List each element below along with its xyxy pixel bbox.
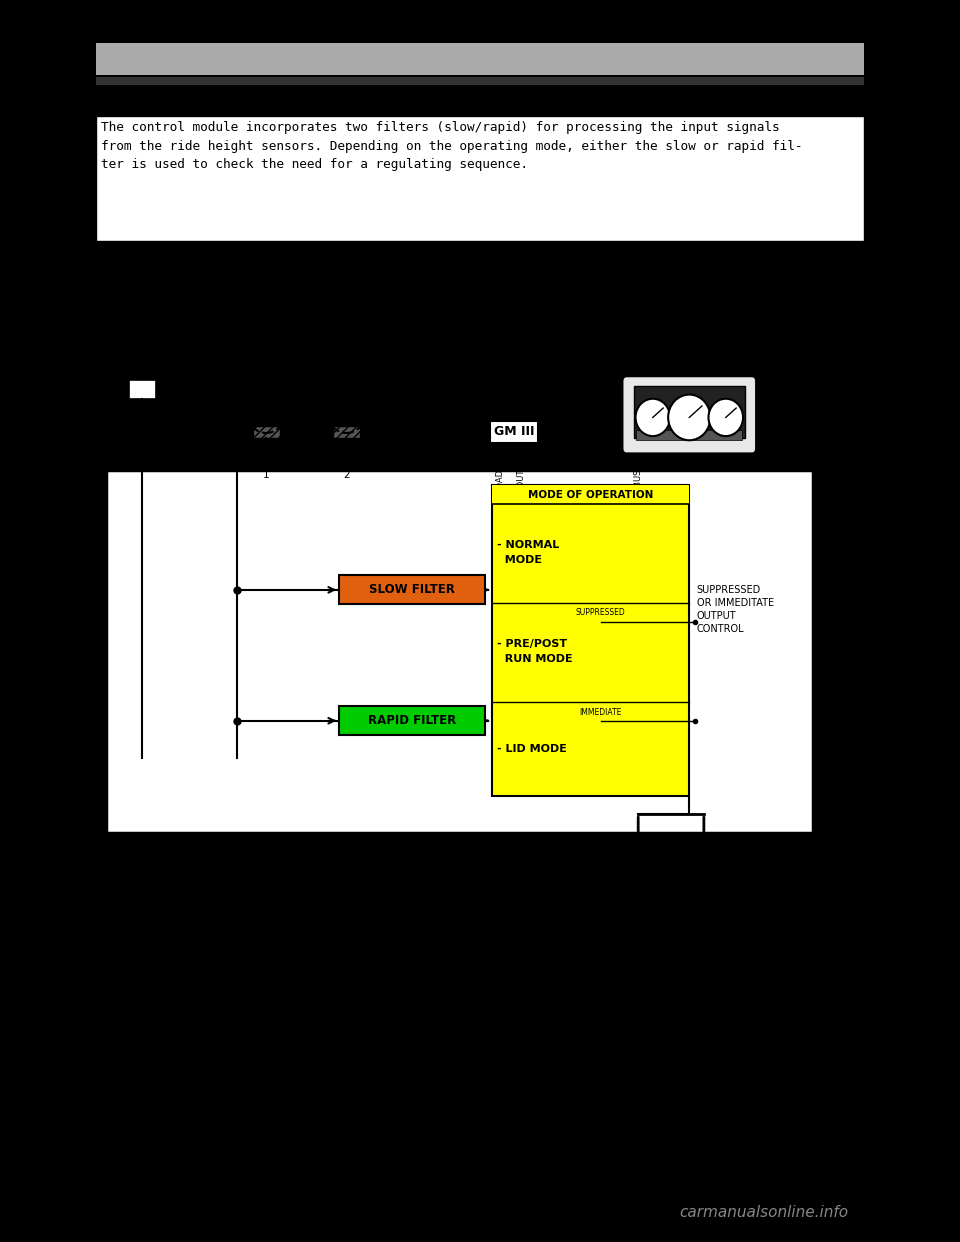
Text: SUPPRESSED: SUPPRESSED [576, 609, 626, 617]
Text: SLOW FILTER: SLOW FILTER [369, 584, 455, 596]
Text: RAPID FILTER: RAPID FILTER [368, 714, 456, 728]
Bar [96, 77, 864, 84]
Text: MODE OF OPERATION: MODE OF OPERATION [528, 489, 654, 499]
Bar [129, 380, 156, 399]
Bar [492, 486, 689, 504]
Bar [492, 486, 689, 796]
Text: 15: 15 [645, 462, 660, 472]
Text: 10: 10 [507, 462, 521, 472]
Text: K BUS: K BUS [634, 469, 642, 494]
Text: carmanualsonline.info: carmanualsonline.info [680, 1205, 849, 1220]
Text: 1: 1 [263, 471, 270, 481]
Bar [491, 421, 539, 443]
Bar [634, 386, 745, 438]
Text: 16: 16 [96, 1165, 117, 1180]
Bar [339, 575, 485, 605]
Text: - LID MODE: - LID MODE [497, 744, 567, 754]
Bar [106, 471, 813, 833]
Text: KL 30: KL 30 [127, 366, 157, 376]
Bar [96, 43, 864, 75]
Text: 22: 22 [135, 412, 149, 422]
Text: SIGNALS: SIGNALS [273, 437, 333, 451]
Bar [636, 430, 742, 440]
Text: CUT OUT: CUT OUT [517, 469, 526, 507]
Text: Level Control Systems: Level Control Systems [96, 1177, 212, 1187]
Bar [333, 426, 360, 438]
Text: - PRE/POST: - PRE/POST [497, 640, 567, 650]
Text: The rapid filter is used during the pre-run and tailgate (LID) modes to ensure t: The rapid filter is used during the pre-… [101, 324, 803, 355]
Text: MODE: MODE [497, 555, 542, 565]
Text: The control module incorporates two filters (slow/rapid) for processing the inpu: The control module incorporates two filt… [101, 122, 803, 171]
Bar [96, 117, 864, 241]
Text: IMMEDIATE: IMMEDIATE [580, 708, 622, 717]
Text: 6: 6 [182, 412, 189, 422]
Text: KL31: KL31 [172, 366, 200, 376]
Text: The slow filter is used during the normal operation mode to prevent normal suspe: The slow filter is used during the norma… [101, 262, 795, 293]
Circle shape [668, 395, 710, 440]
Text: EHC CM: EHC CM [883, 610, 907, 719]
Text: L LEVEL
SENSOR: L LEVEL SENSOR [244, 370, 289, 392]
Text: SUPPRESSED
OR IMMEDITATE
OUTPUT
CONTROL: SUPPRESSED OR IMMEDITATE OUTPUT CONTROL [697, 585, 774, 635]
Text: R LEVEL
SENSOR: R LEVEL SENSOR [324, 370, 369, 392]
Text: LOAD: LOAD [495, 469, 504, 493]
FancyBboxPatch shape [622, 376, 756, 453]
Bar [339, 707, 485, 735]
Text: RUN MODE: RUN MODE [497, 655, 573, 664]
Bar [252, 426, 279, 438]
Circle shape [636, 399, 670, 436]
Circle shape [708, 399, 743, 436]
Text: 2: 2 [343, 471, 349, 481]
Text: - NORMAL: - NORMAL [497, 540, 560, 550]
Text: GM III: GM III [494, 426, 535, 438]
